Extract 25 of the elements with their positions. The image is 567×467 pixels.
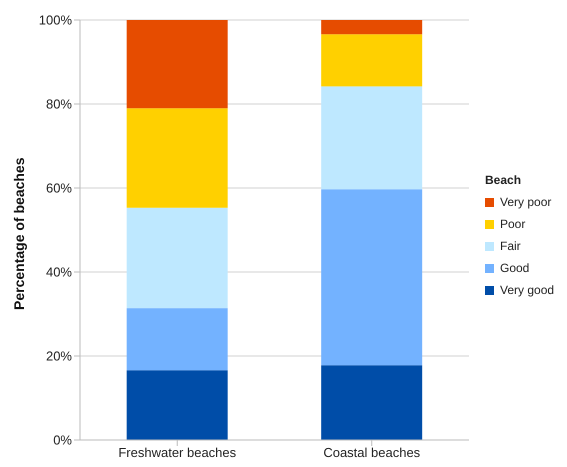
legend-label: Fair [500,239,521,253]
y-tick-label: 60% [46,180,72,196]
legend-label: Very good [500,283,554,297]
bar [321,189,422,366]
y-tick-label: 100% [38,12,72,28]
bar [321,34,422,86]
legend-label: Very poor [500,195,552,209]
legend-label: Good [500,261,530,275]
y-tick-label: 80% [46,96,72,112]
y-tick-label: 20% [46,348,72,364]
legend-label: Poor [500,217,526,231]
bar [321,20,422,34]
x-tick-label: Coastal beaches [323,445,421,460]
y-tick-label: 0% [53,432,72,448]
bar [126,20,228,108]
bar [321,86,422,190]
bar [126,108,228,208]
bar [126,308,228,370]
x-tick-label: Freshwater beaches [118,445,237,460]
bar [126,208,228,308]
bar [321,365,422,440]
legend-title: Beach [485,173,522,187]
bar [126,370,228,440]
y-axis-title: Percentage of beaches [10,157,27,310]
y-tick-label: 40% [46,264,72,280]
